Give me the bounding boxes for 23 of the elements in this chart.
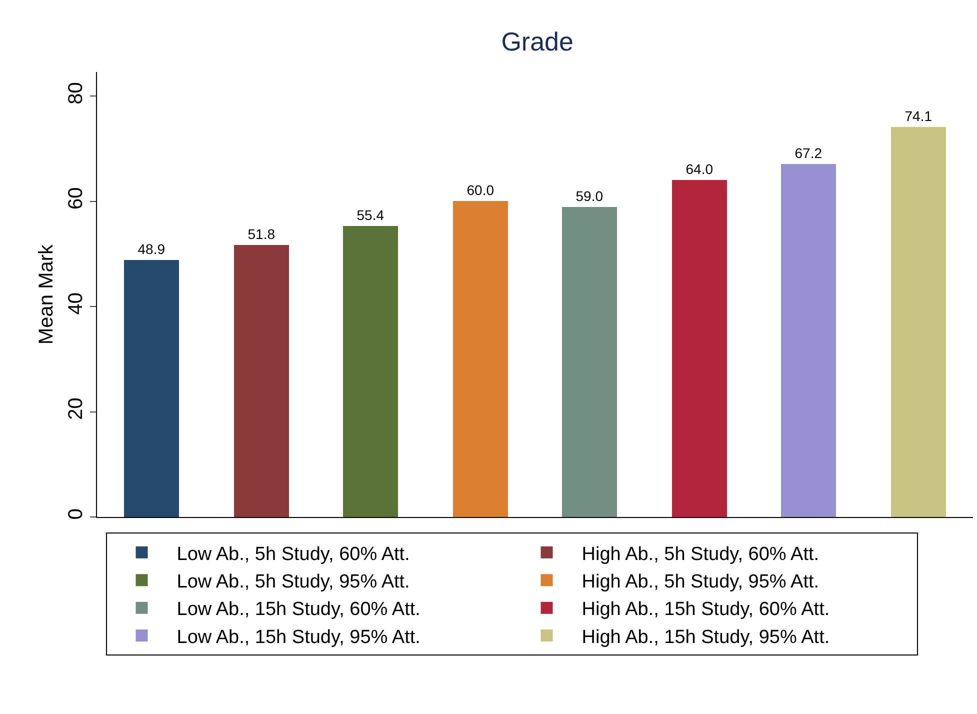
data-label: 51.8 — [248, 226, 276, 242]
data-label: 55.4 — [356, 207, 384, 223]
legend-label: Low Ab., 5h Study, 60% Att. — [176, 544, 410, 565]
data-label: 64.0 — [686, 161, 714, 177]
data-label: 67.2 — [794, 145, 822, 161]
legend-label: Low Ab., 15h Study, 95% Att. — [176, 626, 420, 648]
y-tick-label: 0 — [65, 508, 87, 520]
legend-label: High Ab., 5h Study, 60% Att. — [582, 544, 820, 565]
data-label: 48.9 — [138, 241, 166, 257]
data-label: 74.1 — [904, 108, 932, 124]
y-tick-label: 20 — [65, 398, 87, 420]
y-tick-label: 80 — [65, 82, 87, 104]
data-label: 59.0 — [576, 188, 604, 204]
y-tick-label: 40 — [65, 292, 87, 315]
legend-label: Low Ab., 15h Study, 60% Att. — [176, 599, 420, 620]
legend-label: High Ab., 5h Study, 95% Att. — [582, 572, 820, 593]
legend-label: Low Ab., 5h Study, 95% Att. — [176, 572, 410, 593]
chart-title: Grade — [501, 26, 574, 56]
legend-label: High Ab., 15h Study, 60% Att. — [582, 599, 830, 620]
data-label: 60.0 — [466, 182, 494, 198]
y-axis-title: Mean Mark — [36, 243, 58, 345]
legend-label: High Ab., 15h Study, 95% Att. — [582, 626, 830, 648]
y-tick-label: 60 — [65, 187, 87, 210]
